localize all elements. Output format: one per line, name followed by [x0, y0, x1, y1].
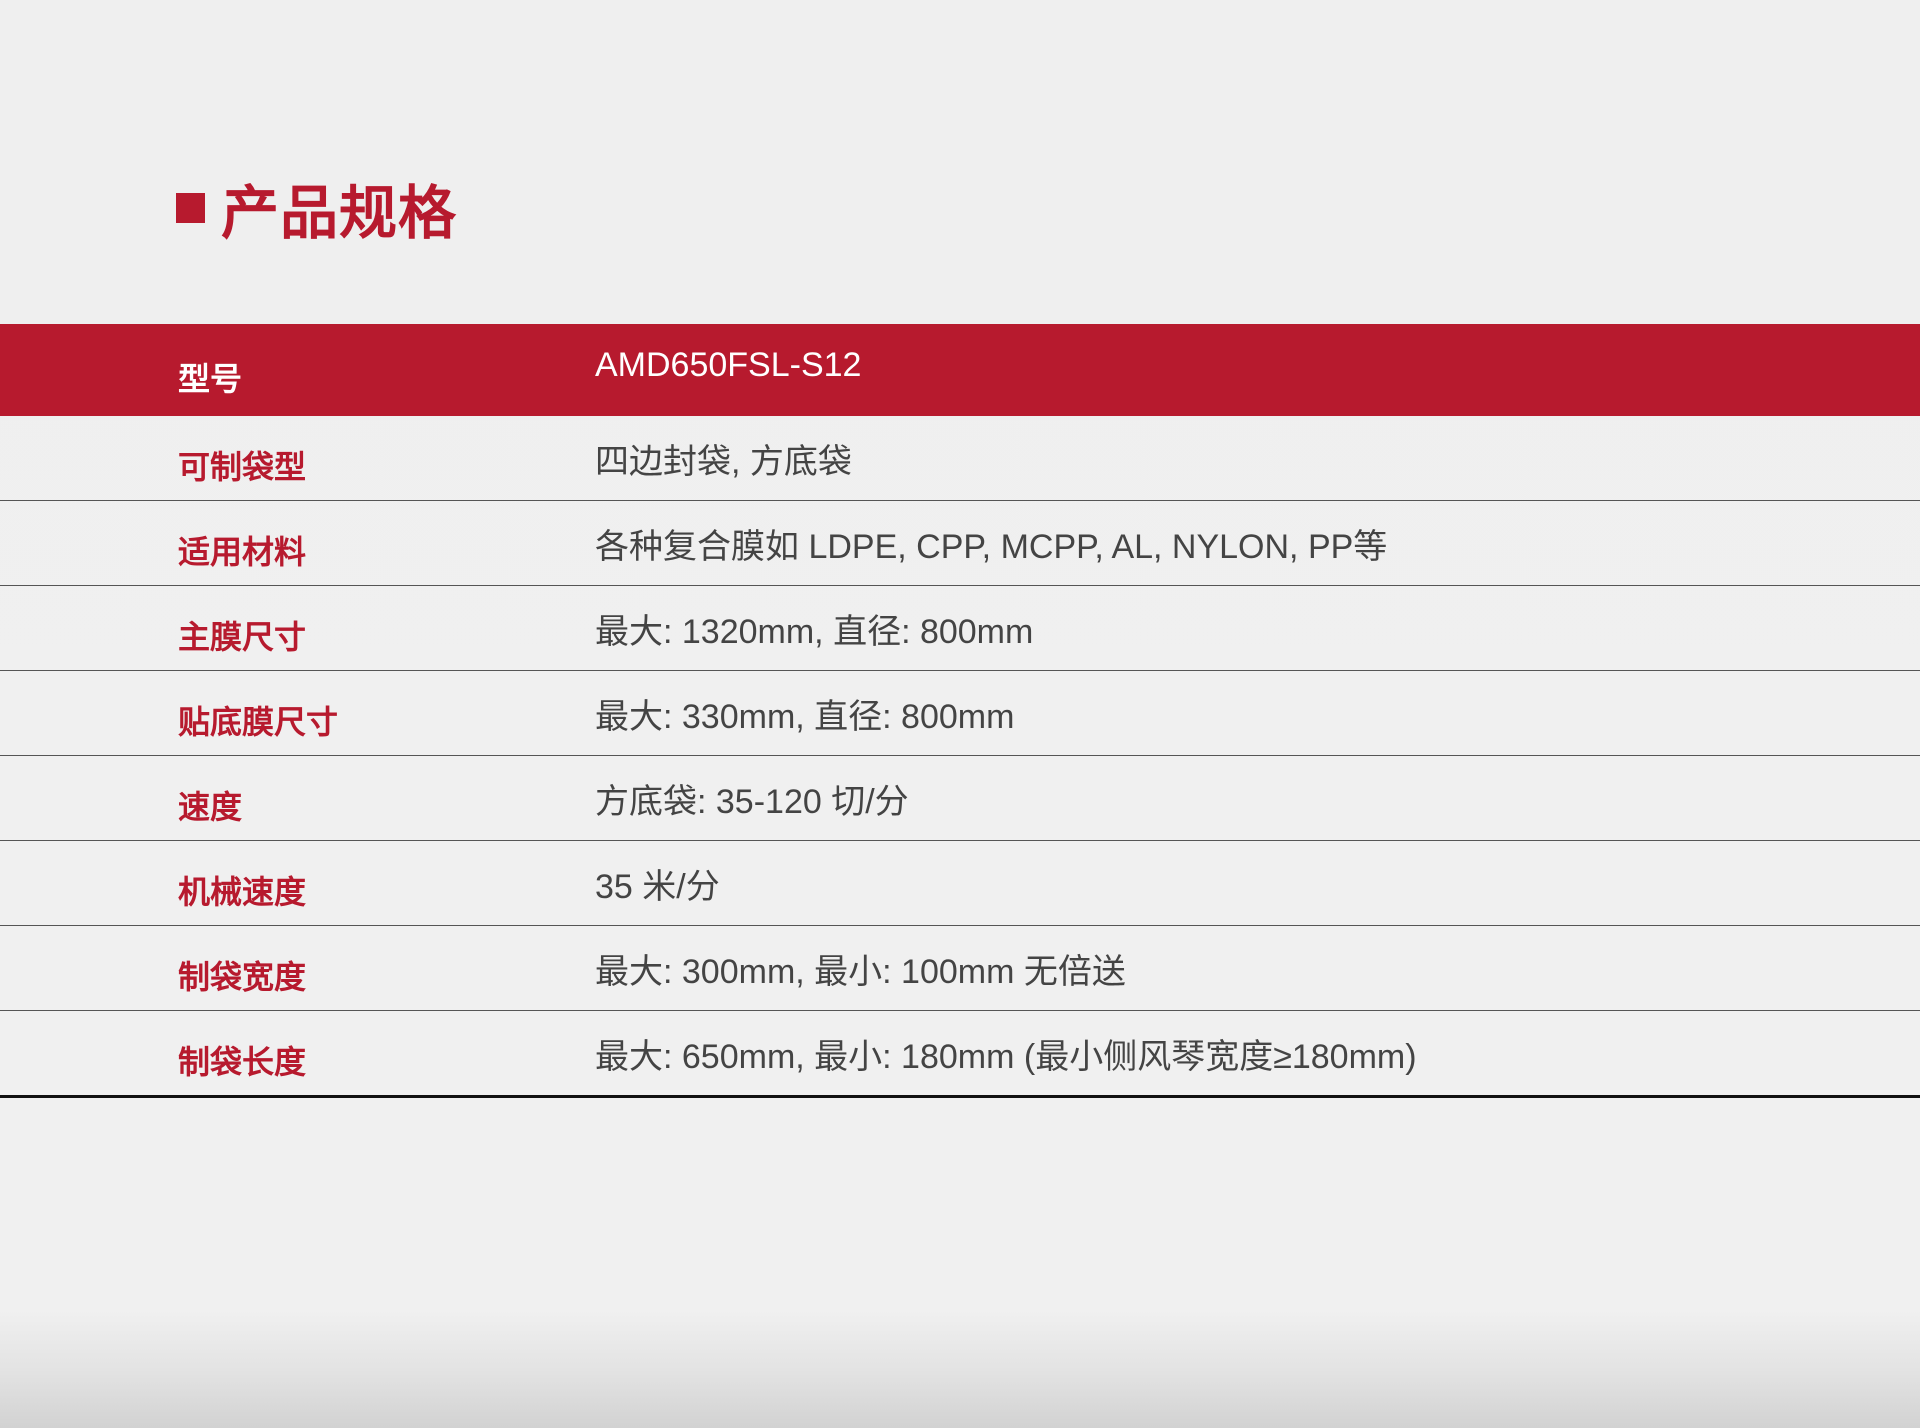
table-row: 机械速度 35 米/分 — [0, 841, 1920, 926]
table-row: 主膜尺寸 最大: 1320mm, 直径: 800mm — [0, 586, 1920, 671]
table-row: 适用材料 各种复合膜如 LDPE, CPP, MCPP, AL, NYLON, … — [0, 501, 1920, 586]
spec-value: 最大: 300mm, 最小: 100mm 无倍送 — [595, 953, 1126, 991]
square-bullet-icon — [176, 193, 205, 223]
spec-label: 制袋长度 — [178, 1044, 307, 1080]
table-row: 制袋长度 最大: 650mm, 最小: 180mm (最小侧风琴宽度≥180mm… — [0, 1011, 1920, 1098]
spec-label: 机械速度 — [178, 874, 307, 910]
section-heading: 产品规格 — [176, 166, 457, 250]
spec-label: 制袋宽度 — [178, 959, 307, 995]
spec-value: AMD650FSL-S12 — [595, 346, 862, 384]
spec-value: 最大: 650mm, 最小: 180mm (最小侧风琴宽度≥180mm) — [595, 1038, 1417, 1076]
spec-value: 各种复合膜如 LDPE, CPP, MCPP, AL, NYLON, PP等 — [595, 528, 1388, 566]
spec-value: 方底袋: 35-120 切/分 — [595, 783, 909, 821]
table-row: 速度 方底袋: 35-120 切/分 — [0, 756, 1920, 841]
section-title: 产品规格 — [221, 181, 458, 246]
spec-label: 贴底膜尺寸 — [178, 704, 339, 740]
spec-value: 四边封袋, 方底袋 — [595, 443, 852, 481]
table-row: 可制袋型 四边封袋, 方底袋 — [0, 416, 1920, 501]
spec-label: 适用材料 — [178, 534, 307, 570]
spec-value: 最大: 330mm, 直径: 800mm — [595, 698, 1015, 736]
spec-table: 型号 AMD650FSL-S12 可制袋型 四边封袋, 方底袋 适用材料 各种复… — [0, 324, 1920, 1098]
spec-value: 35 米/分 — [595, 868, 720, 906]
table-row: 贴底膜尺寸 最大: 330mm, 直径: 800mm — [0, 671, 1920, 756]
spec-value: 最大: 1320mm, 直径: 800mm — [595, 613, 1034, 651]
table-header-row: 型号 AMD650FSL-S12 — [0, 324, 1920, 416]
table-row: 制袋宽度 最大: 300mm, 最小: 100mm 无倍送 — [0, 926, 1920, 1011]
spec-label: 型号 — [178, 361, 243, 397]
spec-label: 速度 — [178, 789, 243, 825]
spec-label: 可制袋型 — [178, 449, 307, 485]
spec-label: 主膜尺寸 — [178, 619, 307, 655]
